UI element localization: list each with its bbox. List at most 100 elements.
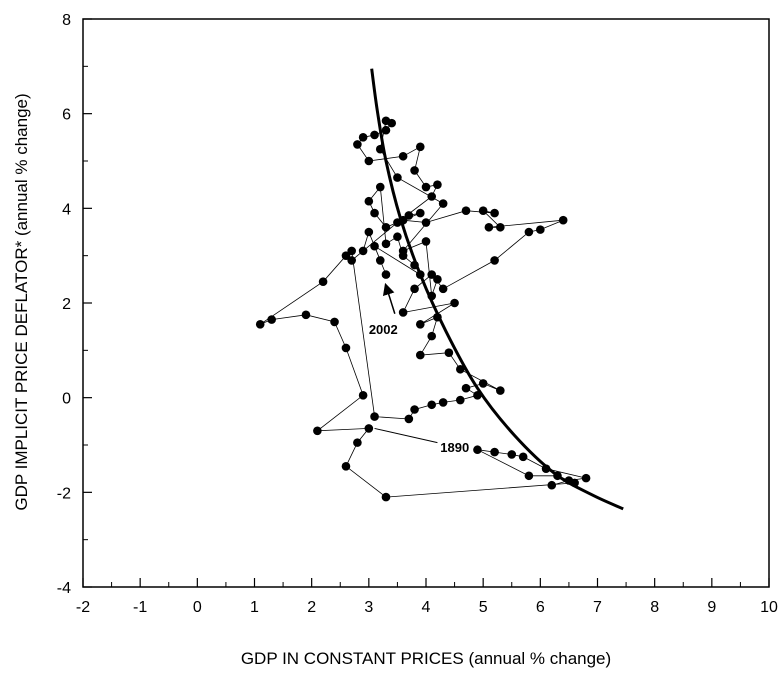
data-point	[461, 383, 471, 393]
x-tick-label: 4	[422, 599, 431, 616]
data-point	[404, 414, 414, 424]
data-point	[347, 246, 356, 256]
y-tick-label: 8	[62, 12, 71, 29]
data-point	[410, 166, 419, 175]
data-point	[524, 471, 534, 481]
data-point	[381, 239, 391, 249]
data-point	[393, 232, 402, 242]
data-point	[490, 447, 499, 457]
x-tick-label: 5	[479, 599, 488, 616]
data-point	[375, 144, 385, 154]
data-point	[536, 225, 545, 234]
data-point	[410, 260, 419, 270]
x-axis: -2 -1 0 1 2 3 4 5 6 7 8 9 10	[76, 578, 778, 616]
data-point	[496, 222, 505, 232]
x-tick-label: 0	[193, 599, 202, 616]
data-point	[415, 270, 425, 279]
data-point	[255, 320, 265, 329]
data-point	[358, 246, 368, 256]
series-connector-lines	[259, 120, 587, 498]
data-point	[438, 199, 448, 208]
data-point	[473, 391, 482, 400]
x-axis-title: GDP IN CONSTANT PRICES (annual % change)	[241, 649, 611, 668]
data-point	[381, 270, 391, 279]
data-point	[478, 379, 488, 388]
series-line	[259, 120, 587, 498]
data-point	[438, 284, 448, 294]
data-point	[433, 275, 442, 284]
data-point	[421, 182, 431, 192]
data-point	[581, 473, 591, 483]
annotations: 2002 1890	[369, 282, 469, 455]
data-point	[370, 241, 379, 251]
data-point	[433, 180, 442, 189]
data-point	[473, 445, 482, 455]
x-tick-label: 2	[307, 599, 316, 616]
data-point	[547, 480, 557, 490]
y-tick-label: 6	[62, 107, 71, 124]
data-point	[341, 343, 351, 353]
data-point	[524, 227, 534, 237]
data-point	[541, 464, 551, 473]
data-point	[318, 277, 328, 287]
series-points	[255, 116, 591, 502]
data-point	[433, 312, 442, 322]
data-point	[450, 298, 459, 308]
x-tick-label: 8	[650, 599, 659, 616]
x-tick-label: 10	[760, 599, 778, 616]
y-axis: -4 -2 0 2 4 6 8	[57, 12, 92, 597]
data-point	[496, 386, 505, 395]
data-point	[398, 308, 408, 317]
data-point	[341, 462, 351, 471]
data-point	[415, 208, 425, 218]
y-tick-label: -2	[57, 485, 71, 502]
data-point	[415, 350, 425, 360]
data-point	[301, 310, 311, 320]
annotation-label: 2002	[369, 322, 398, 337]
data-point	[364, 196, 374, 206]
x-tick-label: 6	[536, 599, 545, 616]
data-point	[570, 478, 579, 488]
data-point	[341, 251, 351, 260]
data-point	[364, 227, 374, 237]
data-point	[410, 405, 419, 414]
data-point	[490, 256, 499, 265]
data-point	[410, 284, 419, 294]
data-point	[381, 116, 391, 126]
data-point	[353, 438, 362, 447]
data-point	[404, 211, 414, 220]
data-point	[553, 471, 562, 481]
x-tick-label: -1	[133, 599, 147, 616]
data-point	[427, 291, 437, 301]
data-point	[375, 182, 385, 192]
data-point	[444, 348, 454, 358]
data-point	[393, 173, 402, 182]
data-point	[358, 133, 368, 142]
data-point	[456, 395, 465, 405]
data-point	[370, 208, 379, 218]
data-point	[370, 130, 379, 140]
data-point	[375, 256, 385, 265]
data-point	[398, 151, 408, 161]
y-axis-title: GDP IMPLICIT PRICE DEFLATOR* (annual % c…	[12, 93, 31, 510]
data-point	[313, 426, 322, 436]
data-point	[427, 192, 437, 201]
data-point	[490, 208, 499, 218]
data-point	[427, 400, 437, 410]
data-point	[484, 222, 494, 232]
data-point	[381, 222, 391, 232]
annotation-arrow	[382, 282, 396, 314]
annotation-leader	[374, 427, 438, 444]
data-point	[427, 270, 437, 279]
data-point	[421, 218, 431, 227]
data-point	[353, 140, 362, 149]
data-point	[415, 142, 425, 152]
trend-curve	[370, 68, 624, 511]
data-point	[558, 215, 568, 225]
y-tick-label: 4	[62, 201, 71, 218]
data-point	[438, 398, 448, 407]
data-point	[393, 218, 402, 227]
data-point	[267, 315, 276, 324]
data-point	[381, 125, 391, 135]
x-tick-label: 7	[593, 599, 602, 616]
